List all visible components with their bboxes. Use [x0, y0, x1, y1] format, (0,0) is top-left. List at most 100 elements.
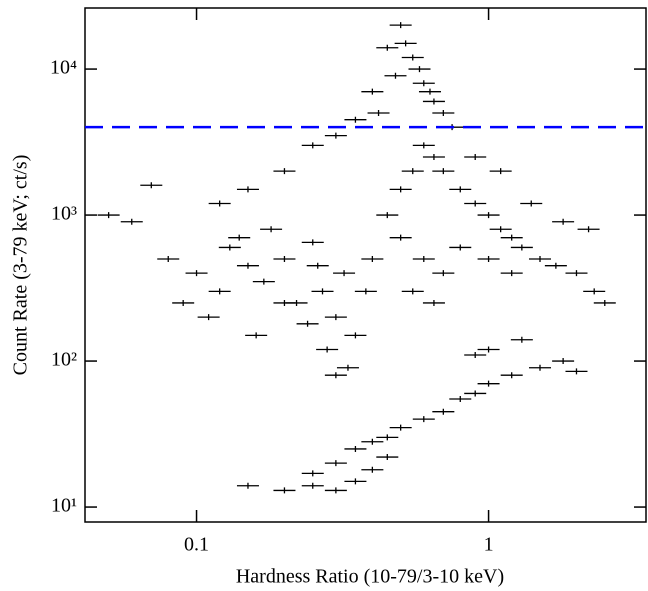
data-point: [324, 487, 347, 494]
data-point: [544, 262, 567, 269]
point-glyph: [464, 200, 487, 207]
point-glyph: [412, 142, 435, 149]
data-point: [389, 22, 412, 29]
point-glyph: [412, 256, 435, 263]
data-point: [432, 270, 455, 277]
point-glyph: [367, 110, 390, 117]
data-point: [273, 256, 296, 263]
point-glyph: [376, 454, 399, 461]
point-glyph: [273, 256, 296, 263]
point-glyph: [361, 256, 384, 263]
point-glyph: [333, 270, 356, 277]
data-point: [389, 234, 412, 241]
data-point: [422, 98, 445, 105]
point-glyph: [236, 482, 259, 489]
point-glyph: [408, 66, 431, 73]
point-glyph: [324, 132, 347, 139]
point-glyph: [157, 256, 180, 263]
data-point: [412, 142, 435, 149]
data-point: [218, 244, 241, 251]
data-point: [306, 262, 329, 269]
data-point: [376, 434, 399, 441]
data-point: [172, 299, 195, 306]
point-glyph: [361, 88, 384, 95]
data-point: [273, 487, 296, 494]
point-glyph: [324, 487, 347, 494]
data-point: [228, 234, 251, 241]
point-glyph: [552, 358, 575, 365]
data-point: [208, 288, 231, 295]
data-point: [384, 72, 407, 79]
point-glyph: [208, 200, 231, 207]
y-tick-label: 10³: [51, 203, 77, 225]
data-point: [344, 445, 367, 452]
point-glyph: [301, 482, 324, 489]
point-glyph: [449, 395, 472, 402]
point-glyph: [296, 320, 319, 327]
point-glyph: [422, 98, 445, 105]
data-point: [449, 244, 472, 251]
point-glyph: [394, 40, 417, 47]
data-point: [422, 153, 445, 160]
point-glyph: [218, 244, 241, 251]
point-glyph: [344, 332, 367, 339]
data-point: [432, 110, 455, 117]
point-glyph: [418, 88, 441, 95]
point-glyph: [593, 299, 616, 306]
data-point: [477, 256, 500, 263]
point-glyph: [389, 22, 412, 29]
point-glyph: [120, 218, 143, 225]
point-glyph: [583, 288, 606, 295]
point-glyph: [544, 262, 567, 269]
data-point: [565, 368, 588, 375]
data-point: [432, 168, 455, 175]
data-point: [583, 288, 606, 295]
point-glyph: [464, 390, 487, 397]
point-glyph: [354, 288, 377, 295]
data-point: [361, 88, 384, 95]
point-glyph: [273, 299, 296, 306]
y-tick-label: 10¹: [51, 495, 77, 517]
point-glyph: [344, 116, 367, 123]
data-point: [489, 168, 512, 175]
data-point: [408, 66, 431, 73]
data-point: [376, 454, 399, 461]
data-point: [157, 256, 180, 263]
point-glyph: [384, 72, 407, 79]
data-point: [140, 182, 163, 189]
data-point: [236, 186, 259, 193]
x-tick-label: 1: [484, 534, 494, 556]
data-point: [301, 470, 324, 477]
point-glyph: [477, 256, 500, 263]
point-glyph: [432, 270, 455, 277]
point-glyph: [401, 54, 424, 61]
data-point: [324, 314, 347, 321]
point-glyph: [228, 234, 251, 241]
point-glyph: [273, 487, 296, 494]
point-glyph: [140, 182, 163, 189]
data-point: [489, 226, 512, 233]
data-point: [208, 200, 231, 207]
point-glyph: [376, 44, 399, 51]
data-point: [464, 352, 487, 359]
point-glyph: [316, 346, 339, 353]
data-point: [577, 226, 600, 233]
data-point: [301, 482, 324, 489]
point-glyph: [520, 200, 543, 207]
data-point: [510, 244, 533, 251]
x-tick-label: 0.1: [184, 534, 209, 556]
data-point: [197, 314, 220, 321]
point-glyph: [500, 372, 523, 379]
point-glyph: [401, 288, 424, 295]
point-glyph: [324, 372, 347, 379]
data-point: [477, 212, 500, 219]
point-glyph: [565, 368, 588, 375]
point-glyph: [324, 460, 347, 467]
data-point: [449, 395, 472, 402]
point-glyph: [500, 234, 523, 241]
data-point: [185, 270, 208, 277]
point-glyph: [422, 153, 445, 160]
data-point: [324, 460, 347, 467]
data-point: [333, 270, 356, 277]
